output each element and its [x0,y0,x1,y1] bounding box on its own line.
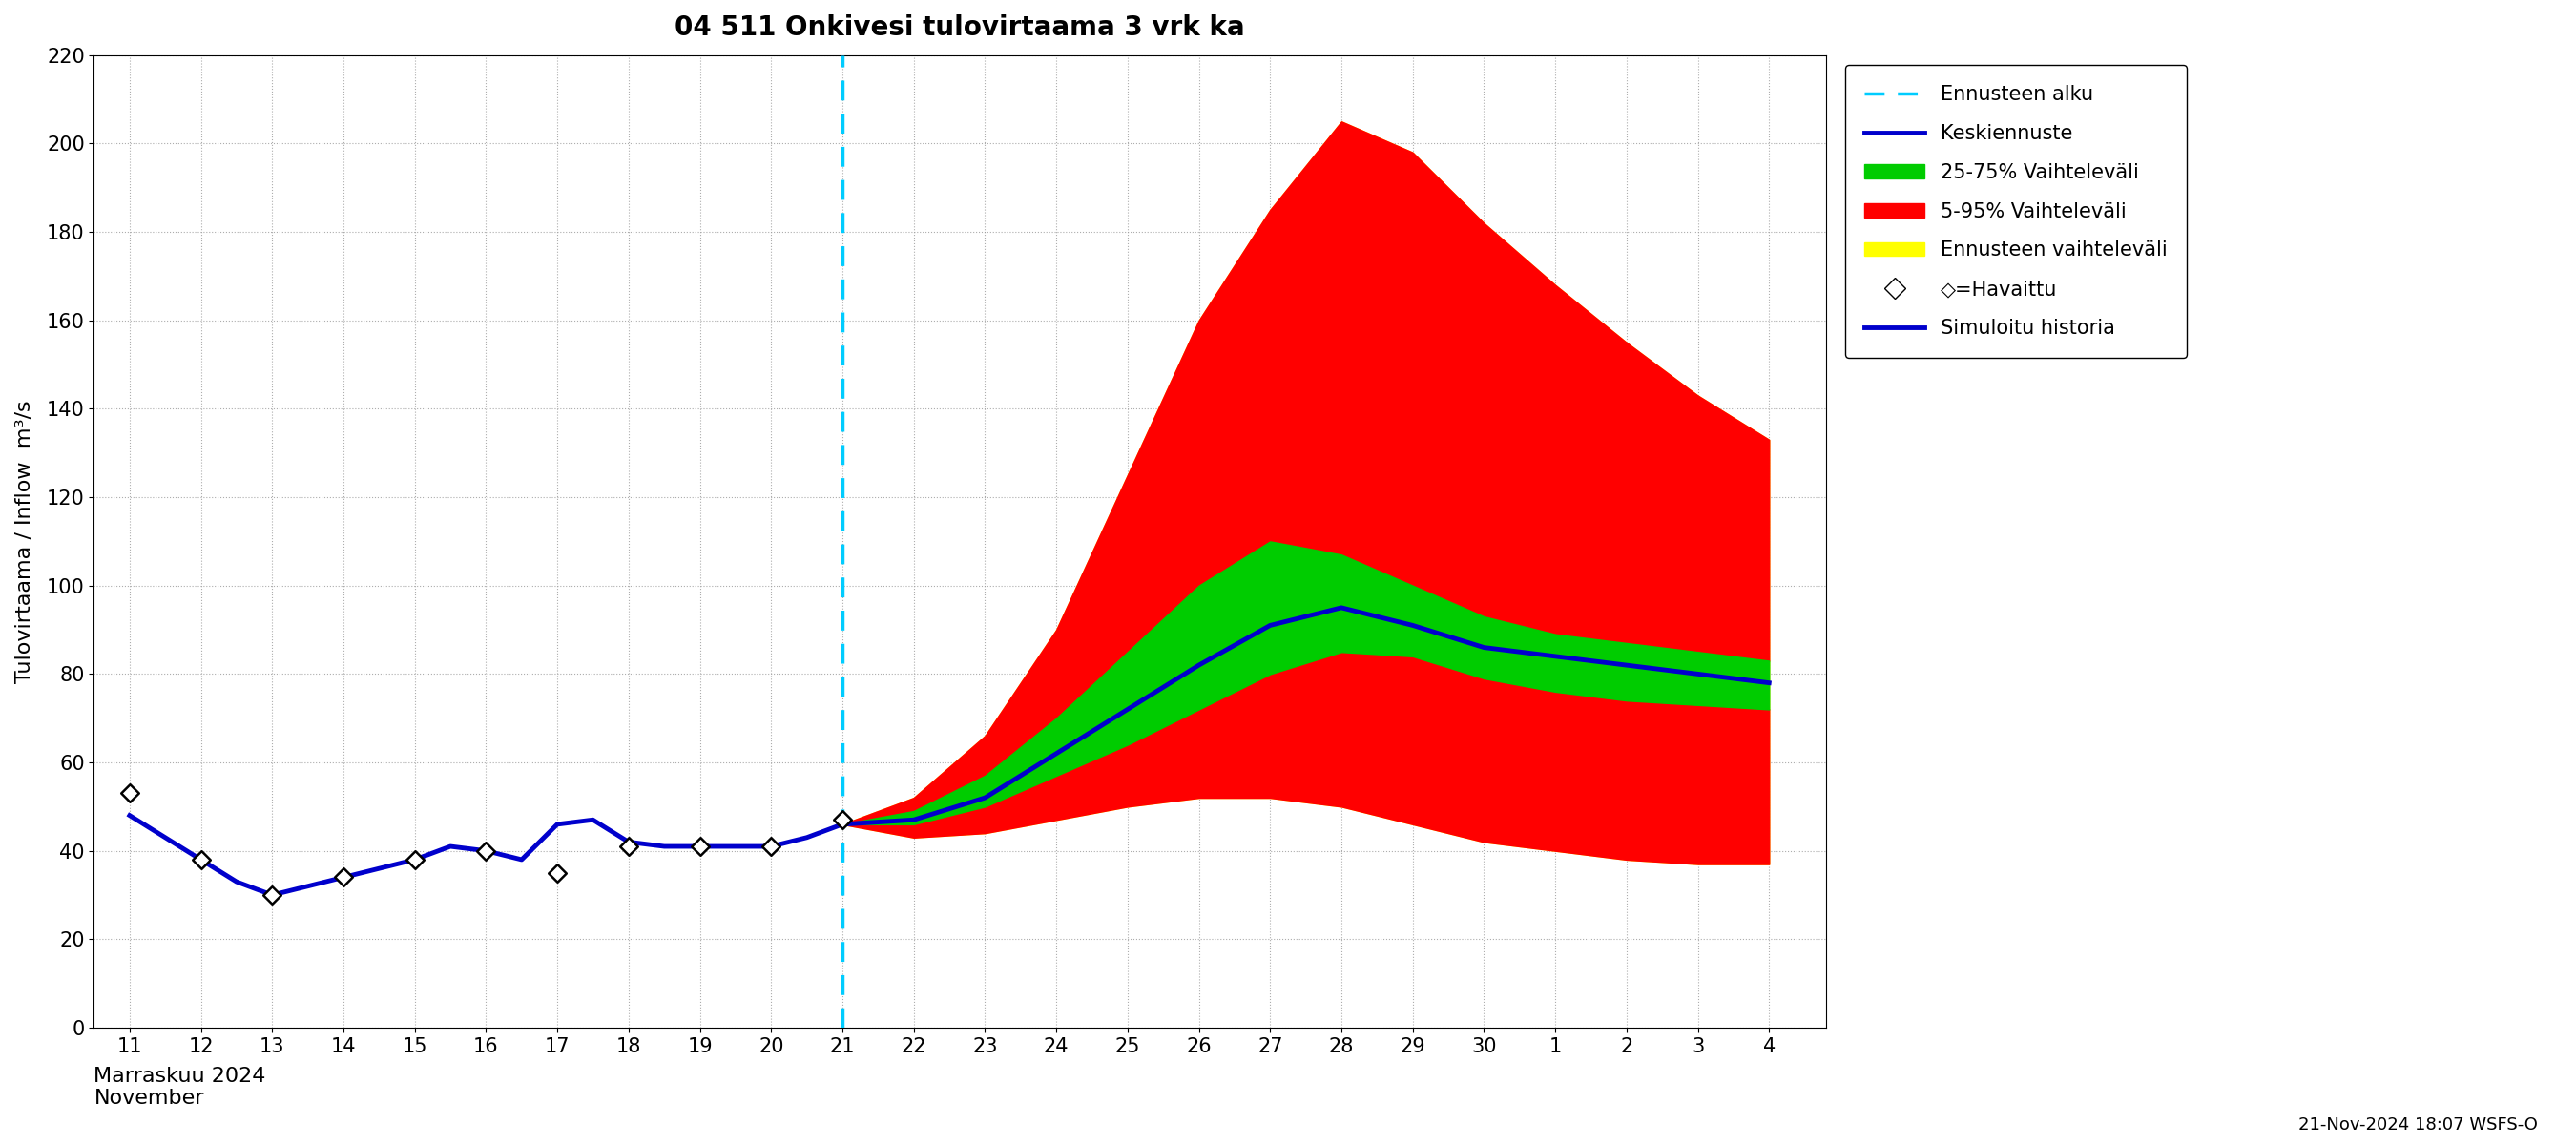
Point [180,851,222,869]
Title: 04 511 Onkivesi tulovirtaama 3 vrk ka: 04 511 Onkivesi tulovirtaama 3 vrk ka [675,14,1244,41]
Point [322,868,363,886]
Point [608,837,649,855]
Point [252,886,294,905]
Text: 21-Nov-2024 18:07 WSFS-O: 21-Nov-2024 18:07 WSFS-O [2298,1116,2537,1134]
Point [822,811,863,829]
Legend: Ennusteen alku, Keskiennuste, 25-75% Vaihteleväli, 5-95% Vaihteleväli, Ennusteen: Ennusteen alku, Keskiennuste, 25-75% Vai… [1844,65,2187,357]
Point [536,863,577,882]
Point [680,837,721,855]
Y-axis label: Tulovirtaama / Inflow  m³/s: Tulovirtaama / Inflow m³/s [15,400,33,682]
X-axis label: Marraskuu 2024
November: Marraskuu 2024 November [93,1067,265,1108]
Point [750,837,791,855]
Point [394,851,435,869]
Point [466,842,507,860]
Point [108,784,149,803]
